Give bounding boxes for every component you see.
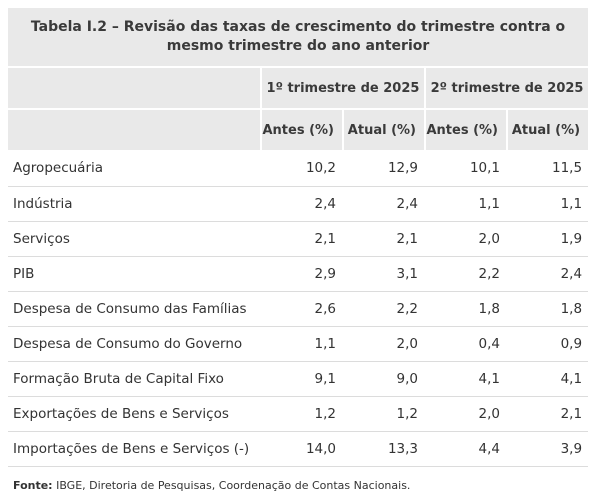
growth-revision-table: Tabela I.2 – Revisão das taxas de cresci… (8, 8, 589, 467)
table-title: Tabela I.2 – Revisão das taxas de cresci… (8, 8, 589, 66)
table-row: Formação Bruta de Capital Fixo 9,1 9,0 4… (8, 362, 589, 397)
cell-value: 10,1 (424, 150, 506, 187)
cell-value: 14,0 (260, 432, 342, 467)
cell-value: 10,2 (260, 150, 342, 187)
table-body: Agropecuária 10,2 12,9 10,1 11,5 Indústr… (8, 150, 589, 467)
cell-value: 2,0 (342, 327, 424, 362)
table-row: PIB 2,9 3,1 2,2 2,4 (8, 257, 589, 292)
table-row: Importações de Bens e Serviços (-) 14,0 … (8, 432, 589, 467)
cell-value: 1,2 (260, 397, 342, 432)
row-label: PIB (8, 257, 260, 292)
subheader-q1-atual: Atual (%) (342, 108, 424, 150)
subheader-q1-antes: Antes (%) (260, 108, 342, 150)
row-label: Exportações de Bens e Serviços (8, 397, 260, 432)
cell-value: 4,1 (424, 362, 506, 397)
cell-value: 2,1 (260, 222, 342, 257)
group-header-q2: 2º trimestre de 2025 (424, 66, 589, 108)
source-note: Fonte: IBGE, Diretoria de Pesquisas, Coo… (8, 479, 588, 492)
cell-value: 12,9 (342, 150, 424, 187)
cell-value: 2,1 (506, 397, 589, 432)
cell-value: 2,4 (506, 257, 589, 292)
cell-value: 4,1 (506, 362, 589, 397)
table-row: Agropecuária 10,2 12,9 10,1 11,5 (8, 150, 589, 187)
cell-value: 1,9 (506, 222, 589, 257)
source-text: IBGE, Diretoria de Pesquisas, Coordenaçã… (52, 479, 411, 492)
cell-value: 1,2 (342, 397, 424, 432)
subheader-empty-cell (8, 108, 260, 150)
cell-value: 1,1 (424, 187, 506, 222)
header-empty-cell (8, 66, 260, 108)
cell-value: 0,4 (424, 327, 506, 362)
cell-value: 0,9 (506, 327, 589, 362)
row-label: Despesa de Consumo das Famílias (8, 292, 260, 327)
table-row: Indústria 2,4 2,4 1,1 1,1 (8, 187, 589, 222)
cell-value: 2,4 (260, 187, 342, 222)
cell-value: 3,1 (342, 257, 424, 292)
cell-value: 2,1 (342, 222, 424, 257)
cell-value: 9,0 (342, 362, 424, 397)
cell-value: 11,5 (506, 150, 589, 187)
cell-value: 9,1 (260, 362, 342, 397)
cell-value: 2,0 (424, 222, 506, 257)
cell-value: 4,4 (424, 432, 506, 467)
cell-value: 2,4 (342, 187, 424, 222)
row-label: Despesa de Consumo do Governo (8, 327, 260, 362)
subheader-q2-atual: Atual (%) (506, 108, 589, 150)
row-label: Agropecuária (8, 150, 260, 187)
table-row: Serviços 2,1 2,1 2,0 1,9 (8, 222, 589, 257)
row-label: Indústria (8, 187, 260, 222)
table-row: Despesa de Consumo do Governo 1,1 2,0 0,… (8, 327, 589, 362)
row-label: Serviços (8, 222, 260, 257)
row-label: Formação Bruta de Capital Fixo (8, 362, 260, 397)
subheader-q2-antes: Antes (%) (424, 108, 506, 150)
table-row: Despesa de Consumo das Famílias 2,6 2,2 … (8, 292, 589, 327)
table-row: Exportações de Bens e Serviços 1,2 1,2 2… (8, 397, 589, 432)
cell-value: 1,8 (506, 292, 589, 327)
cell-value: 2,2 (342, 292, 424, 327)
cell-value: 2,9 (260, 257, 342, 292)
cell-value: 2,0 (424, 397, 506, 432)
source-label: Fonte: (13, 479, 53, 492)
row-label: Importações de Bens e Serviços (-) (8, 432, 260, 467)
cell-value: 1,1 (506, 187, 589, 222)
cell-value: 2,2 (424, 257, 506, 292)
cell-value: 3,9 (506, 432, 589, 467)
cell-value: 1,1 (260, 327, 342, 362)
cell-value: 13,3 (342, 432, 424, 467)
cell-value: 2,6 (260, 292, 342, 327)
cell-value: 1,8 (424, 292, 506, 327)
group-header-q1: 1º trimestre de 2025 (260, 66, 424, 108)
